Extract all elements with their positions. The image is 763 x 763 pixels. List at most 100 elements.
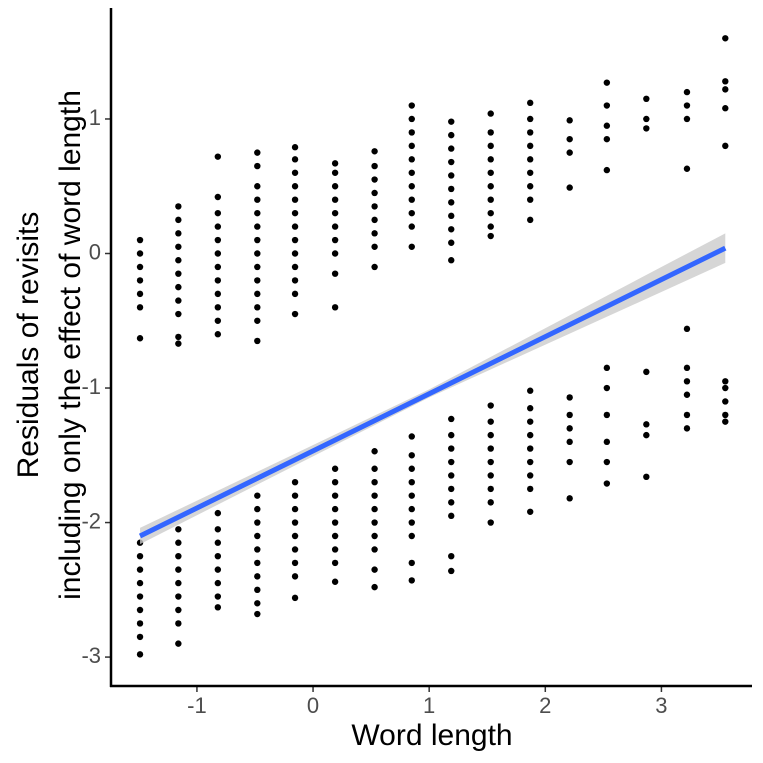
point <box>487 156 494 163</box>
point <box>371 505 378 513</box>
point <box>527 129 534 136</box>
point <box>291 263 299 271</box>
point <box>408 102 415 109</box>
point <box>408 196 415 203</box>
point <box>214 579 222 587</box>
point <box>291 519 299 526</box>
point <box>408 169 415 176</box>
point <box>643 95 650 103</box>
point <box>408 492 415 499</box>
point <box>331 465 339 472</box>
point <box>331 270 339 277</box>
x-axis-label: Word length <box>351 719 512 752</box>
point <box>527 445 534 452</box>
point <box>527 472 534 479</box>
point <box>448 145 455 152</box>
point <box>136 250 144 257</box>
point <box>487 183 494 190</box>
point <box>175 283 182 291</box>
point <box>254 586 261 594</box>
point <box>527 196 534 203</box>
point <box>214 552 222 560</box>
point <box>331 223 339 230</box>
point <box>603 384 611 392</box>
point <box>408 505 415 513</box>
point <box>175 230 182 237</box>
point <box>527 458 534 466</box>
point <box>566 149 573 156</box>
point <box>331 478 339 486</box>
point <box>175 566 182 573</box>
point <box>683 425 691 432</box>
point <box>683 411 691 419</box>
point <box>643 368 650 376</box>
point <box>136 579 144 587</box>
point <box>487 232 494 240</box>
point <box>722 411 729 419</box>
point <box>683 364 691 372</box>
fit-line <box>138 245 727 539</box>
point <box>331 559 339 567</box>
point <box>214 526 222 533</box>
point <box>722 398 729 405</box>
point <box>291 492 299 499</box>
point <box>683 102 691 109</box>
point <box>722 378 729 385</box>
point <box>448 257 455 264</box>
point <box>408 559 415 567</box>
point <box>291 546 299 553</box>
point <box>643 421 650 428</box>
y-axis-label: Residuals of revisits including only the… <box>12 90 87 600</box>
point <box>254 532 261 540</box>
point <box>291 209 299 217</box>
point <box>408 209 415 217</box>
point <box>214 277 222 284</box>
point <box>448 226 455 233</box>
point <box>254 610 261 618</box>
point <box>487 209 494 217</box>
point <box>722 384 729 392</box>
point <box>214 193 222 201</box>
point <box>527 405 534 412</box>
point <box>566 117 573 124</box>
point <box>331 532 339 540</box>
point <box>214 263 222 271</box>
point <box>175 620 182 627</box>
point <box>254 317 261 324</box>
point <box>254 290 261 298</box>
point <box>175 333 182 341</box>
point <box>643 473 650 481</box>
point <box>487 418 494 425</box>
point <box>371 230 378 237</box>
point <box>214 153 222 160</box>
point <box>566 184 573 191</box>
point <box>722 86 729 93</box>
point <box>175 270 182 277</box>
point <box>136 290 144 298</box>
point <box>254 223 261 230</box>
point <box>291 250 299 257</box>
point <box>175 606 182 614</box>
point <box>683 165 691 172</box>
point <box>175 340 182 347</box>
point <box>371 532 378 540</box>
point <box>527 387 534 394</box>
point <box>408 577 415 584</box>
point <box>487 458 494 466</box>
point <box>371 448 378 455</box>
point <box>603 411 611 419</box>
point <box>371 546 378 553</box>
point <box>371 148 378 155</box>
point <box>175 552 182 560</box>
point <box>603 166 611 174</box>
point <box>175 579 182 587</box>
point <box>408 156 415 163</box>
x-tick-label: 1 <box>423 693 435 718</box>
point <box>371 263 378 271</box>
point <box>722 418 729 425</box>
point <box>448 458 455 466</box>
point <box>487 499 494 506</box>
point <box>136 304 144 311</box>
point <box>566 495 573 502</box>
point <box>603 122 611 129</box>
